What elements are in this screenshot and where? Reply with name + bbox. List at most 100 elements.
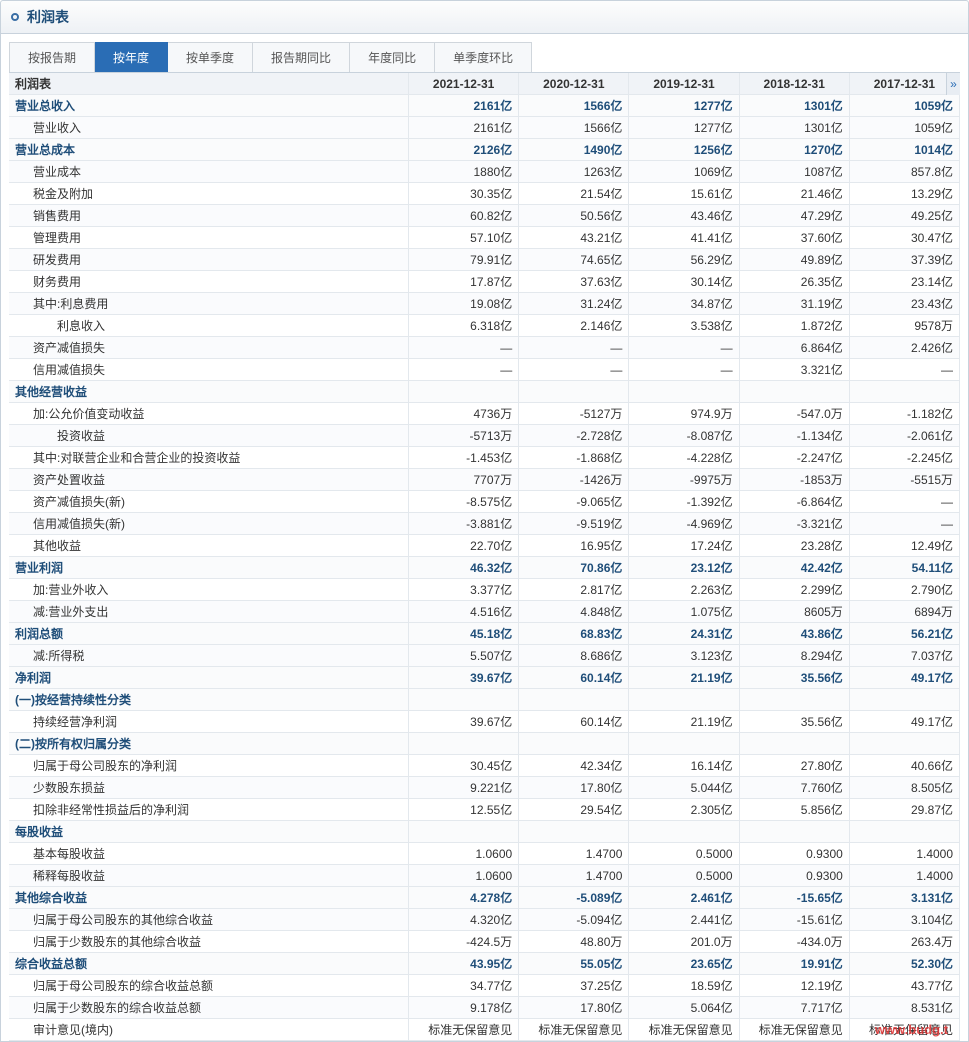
data-cell: 23.43亿	[850, 293, 960, 315]
data-cell: 79.91亿	[409, 249, 519, 271]
row-label: 信用减值损失	[9, 359, 409, 381]
data-cell: 35.56亿	[740, 711, 850, 733]
tab-0[interactable]: 按报告期	[9, 42, 95, 72]
panel-title: 利润表	[27, 7, 69, 27]
data-cell: -5515万	[850, 469, 960, 491]
row-label: 净利润	[9, 667, 409, 689]
data-cell: -5127万	[519, 403, 629, 425]
row-label: 每股收益	[9, 821, 409, 843]
data-cell: 23.12亿	[629, 557, 739, 579]
data-cell: 2.441亿	[629, 909, 739, 931]
data-cell: 1059亿	[850, 117, 960, 139]
data-cell: —	[519, 359, 629, 381]
tab-3[interactable]: 报告期同比	[253, 42, 350, 72]
data-cell: -1.182亿	[850, 403, 960, 425]
data-cell: 23.14亿	[850, 271, 960, 293]
data-cell: 1059亿	[850, 95, 960, 117]
data-cell	[629, 821, 739, 843]
data-cell: 41.41亿	[629, 227, 739, 249]
data-cell: 37.63亿	[519, 271, 629, 293]
data-cell: 1277亿	[629, 117, 739, 139]
data-cell: -1.453亿	[409, 447, 519, 469]
tab-2[interactable]: 按单季度	[168, 42, 253, 72]
data-cell: 1566亿	[519, 117, 629, 139]
data-col-2: 2019-12-311277亿1277亿1256亿1069亿15.61亿43.4…	[629, 73, 739, 1041]
row-label: 加:营业外收入	[9, 579, 409, 601]
data-cell: 70.86亿	[519, 557, 629, 579]
data-cell: -5.089亿	[519, 887, 629, 909]
data-cell: 标准无保留意见	[740, 1019, 850, 1041]
tab-4[interactable]: 年度同比	[350, 42, 435, 72]
data-cell	[629, 689, 739, 711]
data-cell: -4.969亿	[629, 513, 739, 535]
tab-1[interactable]: 按年度	[95, 42, 168, 72]
data-col-4: 2017-12-311059亿1059亿1014亿857.8亿13.29亿49.…	[850, 73, 960, 1041]
data-cell: -434.0万	[740, 931, 850, 953]
row-label: 归属于少数股东的综合收益总额	[9, 997, 409, 1019]
data-cell: -8.575亿	[409, 491, 519, 513]
data-cell: 45.18亿	[409, 623, 519, 645]
panel-header: 利润表	[0, 0, 969, 34]
row-label: 营业利润	[9, 557, 409, 579]
data-cell: 31.19亿	[740, 293, 850, 315]
row-label: 稀释每股收益	[9, 865, 409, 887]
data-cell: 7.760亿	[740, 777, 850, 799]
data-cell: -9975万	[629, 469, 739, 491]
row-label: 基本每股收益	[9, 843, 409, 865]
data-cell: 8.686亿	[519, 645, 629, 667]
data-cell: 1270亿	[740, 139, 850, 161]
data-cell: 0.5000	[629, 843, 739, 865]
data-cell: 2161亿	[409, 95, 519, 117]
data-cell: 1.0600	[409, 865, 519, 887]
row-label: 少数股东损益	[9, 777, 409, 799]
data-cell: 35.56亿	[740, 667, 850, 689]
data-cell	[519, 689, 629, 711]
panel-body: 按报告期按年度按单季度报告期同比年度同比单季度环比 利润表营业总收入营业收入营业…	[0, 34, 969, 1042]
data-cell: -3.321亿	[740, 513, 850, 535]
row-label: 其他综合收益	[9, 887, 409, 909]
data-cell: —	[850, 513, 960, 535]
row-label: 财务费用	[9, 271, 409, 293]
row-label: 资产处置收益	[9, 469, 409, 491]
data-cell: -2.245亿	[850, 447, 960, 469]
data-cell: 27.80亿	[740, 755, 850, 777]
data-cell	[629, 381, 739, 403]
data-cell	[740, 381, 850, 403]
data-cell: 263.4万	[850, 931, 960, 953]
tab-5[interactable]: 单季度环比	[435, 42, 532, 72]
data-cell: 17.24亿	[629, 535, 739, 557]
data-col-3: 2018-12-311301亿1301亿1270亿1087亿21.46亿47.2…	[740, 73, 850, 1041]
data-cell: —	[409, 337, 519, 359]
data-cell: 2126亿	[409, 139, 519, 161]
data-cell: -8.087亿	[629, 425, 739, 447]
scroll-right-icon[interactable]: »	[946, 73, 960, 95]
row-label: 归属于母公司股东的综合收益总额	[9, 975, 409, 997]
data-cell: 2.461亿	[629, 887, 739, 909]
data-columns: 2021-12-312161亿2161亿2126亿1880亿30.35亿60.8…	[409, 73, 960, 1041]
row-label: 归属于母公司股东的其他综合收益	[9, 909, 409, 931]
data-cell: 2.299亿	[740, 579, 850, 601]
data-cell: 0.5000	[629, 865, 739, 887]
data-cell: -1853万	[740, 469, 850, 491]
data-cell	[519, 381, 629, 403]
data-cell: -6.864亿	[740, 491, 850, 513]
data-cell: -1.134亿	[740, 425, 850, 447]
row-label: 审计意见(境内)	[9, 1019, 409, 1041]
row-label: 利息收入	[9, 315, 409, 337]
data-cell: 43.46亿	[629, 205, 739, 227]
data-cell: 37.60亿	[740, 227, 850, 249]
data-cell: 18.59亿	[629, 975, 739, 997]
data-cell: 60.82亿	[409, 205, 519, 227]
data-cell: 21.46亿	[740, 183, 850, 205]
data-cell: 26.35亿	[740, 271, 850, 293]
data-cell: 42.34亿	[519, 755, 629, 777]
row-label: 销售费用	[9, 205, 409, 227]
tab-bar: 按报告期按年度按单季度报告期同比年度同比单季度环比	[9, 42, 960, 72]
data-cell: 857.8亿	[850, 161, 960, 183]
row-label: 利润总额	[9, 623, 409, 645]
data-cell: 43.86亿	[740, 623, 850, 645]
data-cell: -424.5万	[409, 931, 519, 953]
row-label: 其中:利息费用	[9, 293, 409, 315]
row-label: 信用减值损失(新)	[9, 513, 409, 535]
data-cell: 5.507亿	[409, 645, 519, 667]
